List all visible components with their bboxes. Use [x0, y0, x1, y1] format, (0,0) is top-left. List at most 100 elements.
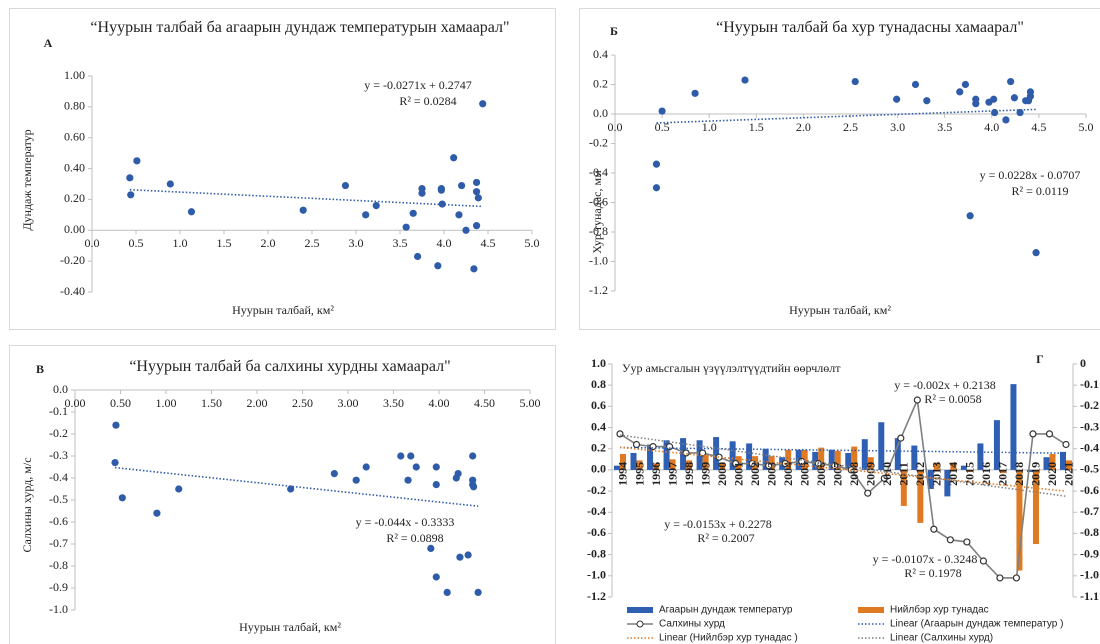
- legend-swatch: [636, 620, 644, 628]
- trend-equation: R² = 0.0284: [399, 94, 456, 108]
- y-tick-label: 0.0: [53, 382, 68, 396]
- panel-frame: [9, 345, 556, 644]
- trendline: [114, 466, 479, 508]
- bar: [630, 452, 637, 470]
- y-tick-label: -0.5: [49, 492, 68, 506]
- y-tick-label: 0.2: [591, 440, 606, 454]
- x-tick-label: 2019: [1029, 462, 1043, 486]
- chart-title: “Нуурын талбай ба салхины хурдны хамаара…: [129, 358, 451, 375]
- data-point: [372, 202, 380, 210]
- x-tick-label: 2012: [913, 462, 927, 486]
- trend-equation: y = -0.044x - 0.3333: [356, 515, 455, 529]
- data-point: [474, 588, 482, 597]
- bar: [696, 440, 703, 470]
- data-point: [341, 181, 350, 190]
- x-tick-label: 1.0: [702, 120, 717, 134]
- legend-label: Нийлбэр хур тунадас: [890, 604, 989, 616]
- y-tick-label: -0.6: [49, 514, 68, 528]
- y-tick-label: 0.0: [593, 106, 608, 120]
- x-tick-label: 3.50: [383, 396, 404, 410]
- data-point: [1010, 94, 1019, 102]
- data-point: [402, 223, 410, 231]
- y2-tick-label: -0.6: [1080, 483, 1099, 497]
- data-point: [397, 452, 405, 460]
- line-marker: [963, 538, 971, 546]
- data-point: [462, 226, 470, 234]
- y-tick-label: -0.7: [49, 536, 68, 550]
- y-tick-label: 0.20: [64, 191, 85, 205]
- data-point: [352, 476, 360, 484]
- data-point: [691, 89, 699, 97]
- y-tick-label: 0.00: [64, 222, 85, 236]
- x-tick-label: 2016: [979, 462, 993, 486]
- trend-equation: R² = 0.0898: [386, 531, 443, 545]
- data-point: [175, 485, 183, 493]
- x-tick-label: 0.0: [608, 120, 623, 134]
- y2-tick-label: -0.7: [1080, 504, 1099, 518]
- y-tick-label: 0.6: [591, 398, 606, 412]
- trend-equation: R² = 0.0058: [924, 392, 981, 406]
- data-point: [126, 174, 134, 182]
- x-axis-title: Нуурын талбай, км²: [239, 620, 341, 634]
- bar: [719, 462, 726, 470]
- x-tick-label: 2001: [731, 462, 745, 486]
- x-tick-label: 2004: [781, 462, 795, 486]
- data-point: [464, 551, 472, 559]
- bar: [851, 446, 858, 470]
- x-tick-label: 5.00: [520, 396, 541, 410]
- data-point: [427, 544, 435, 553]
- data-point: [990, 95, 998, 103]
- y-tick-label: -0.8: [49, 558, 68, 572]
- y2-tick-label: -0.2: [1080, 398, 1099, 412]
- line-marker: [979, 557, 988, 565]
- bar: [812, 451, 819, 470]
- x-tick-label: 3.5: [937, 120, 952, 134]
- data-point: [438, 200, 446, 208]
- y-tick-label: -0.2: [589, 135, 608, 149]
- bar: [647, 444, 654, 470]
- x-tick-label: 2002: [748, 462, 762, 486]
- y-tick-label: -1.0: [587, 568, 606, 582]
- y2-tick-label: -0.5: [1080, 462, 1099, 476]
- x-tick-label: 2014: [946, 462, 960, 486]
- y-tick-label: 0.40: [64, 160, 85, 174]
- bar: [663, 440, 670, 470]
- trend-equation: R² = 0.2007: [697, 531, 754, 545]
- x-tick-label: 1999: [698, 462, 712, 486]
- data-point: [330, 470, 338, 478]
- data-point: [443, 588, 451, 597]
- x-tick-label: 4.50: [474, 396, 495, 410]
- y-tick-label: 0.4: [591, 419, 606, 433]
- line-marker: [814, 459, 822, 468]
- y-tick-label: -0.8: [587, 546, 606, 560]
- data-point: [454, 470, 462, 478]
- bar: [950, 462, 957, 470]
- legend-label: Агаарын дундаж температур: [659, 605, 793, 616]
- data-point: [418, 189, 426, 197]
- x-tick-label: 1994: [616, 462, 630, 486]
- line-marker: [913, 396, 921, 404]
- y-axis-title: Салхины хурд, м/с: [20, 457, 34, 552]
- panel-frame: [579, 8, 1100, 330]
- y-tick-label: 0.2: [593, 76, 608, 90]
- data-point: [1032, 249, 1040, 257]
- x-tick-label: 2020: [1045, 462, 1059, 486]
- x-tick-label: 2008: [847, 462, 861, 486]
- y-tick-label: -0.8: [589, 224, 608, 238]
- y2-tick-label: -0.4: [1080, 440, 1099, 454]
- y2-tick-label: -0.1: [1080, 377, 1099, 391]
- data-point: [456, 553, 464, 561]
- x-tick-label: 1.5: [749, 120, 764, 134]
- x-tick-label: 1998: [682, 462, 696, 486]
- x-tick-label: 2.50: [292, 396, 313, 410]
- bar: [653, 463, 660, 470]
- bar: [911, 445, 918, 470]
- x-tick-label: 3.0: [890, 120, 905, 134]
- data-point: [966, 212, 974, 220]
- bar: [917, 469, 924, 523]
- trend-equation: R² = 0.0119: [1012, 184, 1069, 198]
- data-point: [851, 77, 859, 86]
- data-point: [287, 485, 295, 493]
- line-marker: [798, 457, 806, 466]
- y-tick-label: 1.0: [591, 356, 606, 370]
